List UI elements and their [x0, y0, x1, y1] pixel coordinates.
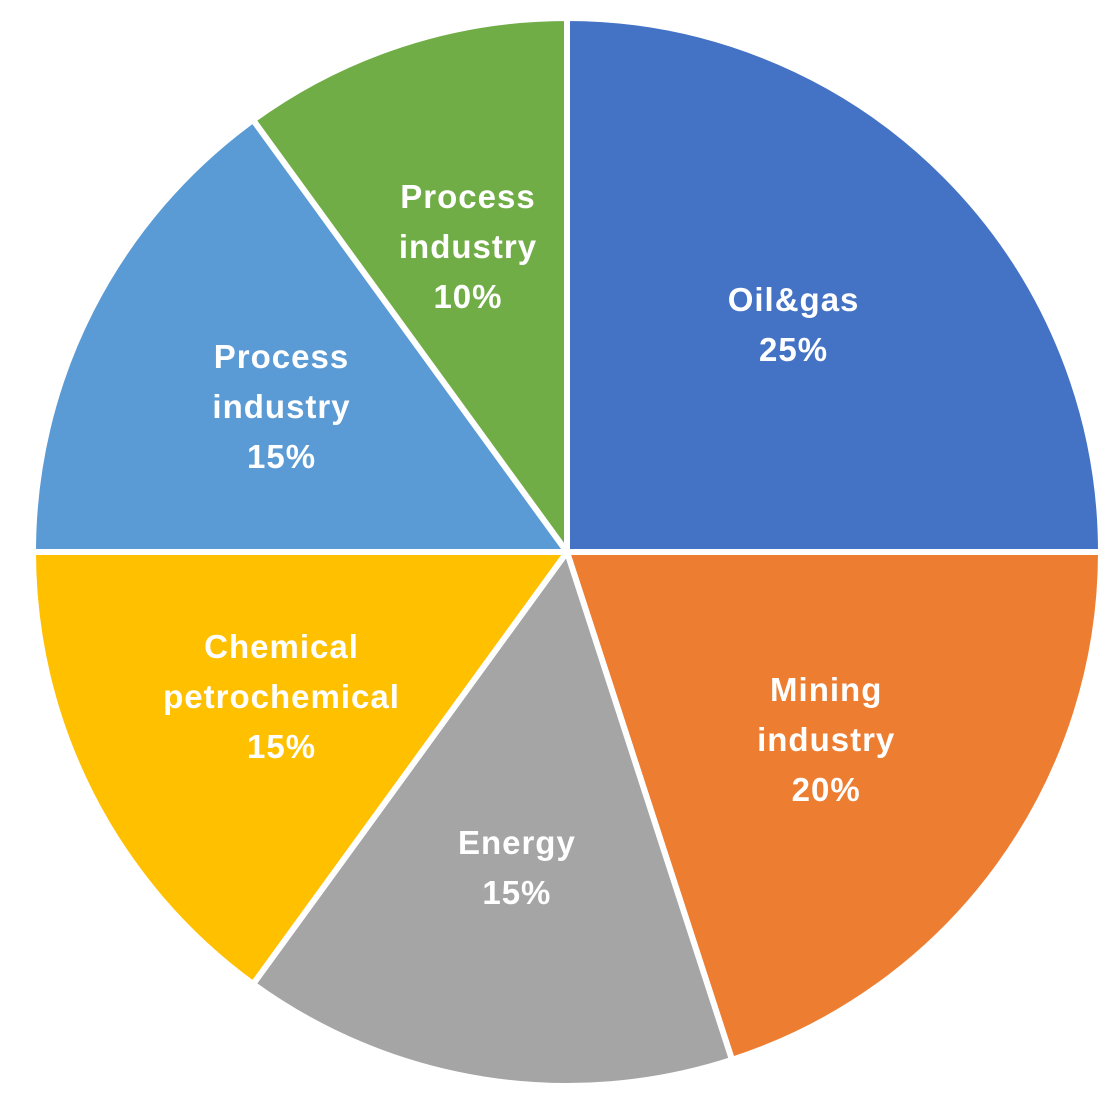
category-label: Chemical petrochemical [163, 628, 400, 716]
slice-label: Chemical petrochemical 15% [163, 622, 400, 772]
value-label: 25% [759, 331, 829, 369]
value-label: 15% [482, 874, 552, 912]
pie-slice [30, 116, 570, 555]
category-label: Oil&gas [727, 281, 860, 319]
value-label: 15% [246, 728, 317, 766]
pie-slice [250, 549, 736, 1089]
slice-label: Energy 15% [458, 818, 576, 918]
value-label: 10% [433, 278, 503, 316]
slice-label: Process industry 15% [212, 332, 350, 482]
pie-slice [250, 15, 570, 555]
value-label: 20% [791, 771, 861, 809]
category-label: Energy [457, 824, 576, 862]
slice-label: Process industry 10% [399, 172, 537, 322]
value-label: 15% [246, 437, 317, 475]
slice-label: Mining industry 20% [757, 665, 895, 815]
pie-slice [30, 549, 570, 988]
category-label: Process industry [212, 337, 351, 425]
pie-slice [564, 549, 1104, 1063]
category-label: Process industry [398, 178, 538, 266]
category-label: Mining industry [757, 671, 896, 759]
slice-label: Oil&gas 25% [728, 275, 860, 375]
pie-slice [564, 15, 1104, 555]
